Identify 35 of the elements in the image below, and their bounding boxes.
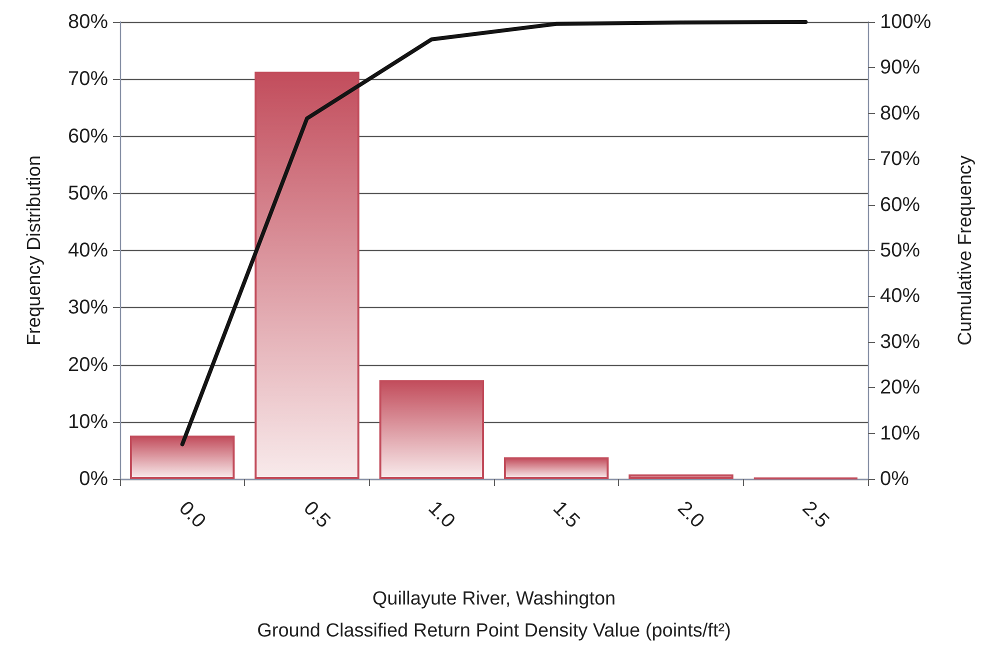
y-axis-title: Frequency Distribution bbox=[24, 155, 45, 346]
bar bbox=[130, 436, 235, 479]
y-tick-label: 60% bbox=[68, 125, 108, 148]
y2-tick-label: 70% bbox=[880, 148, 920, 170]
y2-tick-label: 80% bbox=[880, 102, 920, 124]
x-tick-label: 0.5 bbox=[299, 497, 334, 532]
y2-tick-label: 90% bbox=[880, 56, 920, 79]
bar bbox=[504, 457, 609, 479]
y2-tick-label: 10% bbox=[880, 422, 920, 444]
y2-tick-label: 60% bbox=[880, 194, 920, 216]
y-tick-label: 70% bbox=[68, 68, 108, 90]
x-tick-label: 2.5 bbox=[798, 497, 834, 532]
y2-tick-label: 50% bbox=[880, 240, 920, 262]
y2-tick-label: 40% bbox=[880, 285, 920, 308]
x-axis-title: Quillayute River, Washington Ground Classified Return Point Density Value (points/ft²) bbox=[257, 588, 731, 642]
y-tick-label: 20% bbox=[68, 354, 108, 376]
bar bbox=[379, 380, 484, 479]
y-tick-label: 0% bbox=[79, 468, 108, 490]
x-tick-label: 2.0 bbox=[673, 497, 708, 532]
y-tick-label: 50% bbox=[68, 182, 108, 204]
bar bbox=[254, 72, 360, 479]
y2-tick-label: 30% bbox=[880, 330, 920, 353]
y2-axis-title: Cumulative Frequency bbox=[955, 154, 976, 346]
y-tick-label: 40% bbox=[68, 240, 108, 262]
bar bbox=[628, 474, 734, 479]
y2-tick-label: 0% bbox=[880, 468, 910, 490]
y-tick-label: 80% bbox=[68, 11, 108, 33]
x-tick-label: 1.0 bbox=[424, 497, 460, 532]
x-tick-label: 0.0 bbox=[174, 497, 210, 532]
line-series bbox=[180, 20, 808, 446]
y2-tick-label: 20% bbox=[880, 376, 920, 399]
y2-tick-label: 100% bbox=[880, 11, 932, 33]
y-tick-label: 10% bbox=[68, 410, 108, 433]
y-tick-label: 30% bbox=[68, 296, 108, 319]
x-tick-label: 1.5 bbox=[548, 497, 584, 532]
